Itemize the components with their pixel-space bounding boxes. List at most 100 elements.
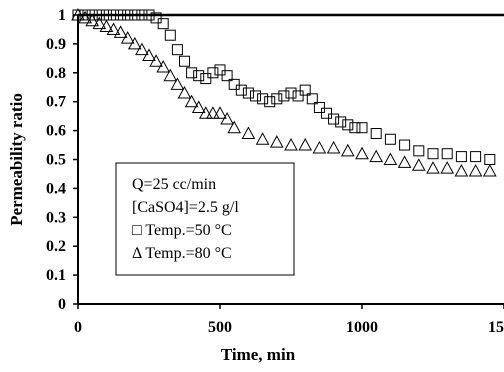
triangle-marker (106, 22, 121, 35)
series-triangle (71, 7, 497, 177)
triangle-marker (454, 164, 469, 177)
y-tick-label: 1 (58, 7, 66, 24)
triangle-marker (227, 120, 242, 134)
y-tick-label: 0.9 (46, 36, 66, 53)
square-marker (250, 90, 261, 102)
triangle-marker (213, 106, 227, 119)
triangle-marker (383, 152, 398, 165)
triangle-marker (191, 100, 206, 113)
x-tick-label: 1000 (346, 319, 378, 336)
y-tick-label: 0.1 (46, 267, 66, 284)
square-marker (235, 84, 247, 96)
triangle-marker (369, 149, 384, 163)
triangle-marker (113, 25, 128, 38)
square-marker (214, 64, 226, 76)
square-marker (179, 55, 190, 67)
square-marker (93, 9, 105, 21)
legend-line: Δ Temp.=80 °C (132, 245, 232, 262)
triangle-marker (284, 138, 298, 151)
square-marker (122, 9, 134, 21)
square-marker (242, 87, 254, 99)
y-tick-label: 0.4 (46, 180, 66, 197)
triangle-marker (340, 143, 355, 157)
square-marker (470, 151, 482, 163)
triangle-marker (177, 85, 192, 99)
triangle-marker (78, 10, 92, 24)
x-tick-label: 1500 (488, 319, 504, 336)
triangle-marker (120, 31, 135, 44)
square-marker (108, 9, 119, 21)
square-marker (441, 148, 453, 160)
square-marker (328, 113, 340, 125)
square-marker (313, 101, 325, 113)
triangle-marker (92, 16, 107, 30)
y-axis-title: Permeability ratio (7, 93, 26, 226)
square-marker (306, 93, 318, 105)
square-marker (200, 73, 212, 85)
legend-line: [CaSO4]=2.5 g/l (132, 199, 239, 216)
square-marker (164, 29, 176, 41)
square-marker (342, 119, 354, 131)
triangle-marker (99, 19, 114, 33)
triangle-marker (397, 155, 412, 168)
triangle-marker (241, 126, 256, 139)
triangle-marker (149, 54, 163, 67)
square-marker (136, 9, 148, 21)
legend-line: Q=25 cc/min (132, 176, 216, 193)
triangle-marker (163, 68, 178, 82)
square-marker (399, 139, 411, 151)
y-tick-label: 0 (58, 296, 66, 313)
square-marker (321, 107, 332, 119)
triangle-marker (184, 94, 199, 108)
triangle-marker (269, 135, 284, 148)
triangle-marker (220, 111, 234, 125)
axes: 0 0.1 0.2 0.3 0.4 0.5 0.6 0.7 0.8 0.9 1 0 500 1000 150… (46, 7, 504, 336)
y-tick-label: 0.2 (46, 238, 66, 255)
triangle-marker (355, 146, 369, 160)
triangle-marker (135, 42, 149, 56)
square-marker (79, 9, 91, 21)
y-tick-label: 0.8 (46, 65, 66, 82)
square-marker (150, 12, 162, 24)
triangle-marker (85, 13, 100, 27)
square-marker (271, 93, 283, 105)
triangle-marker (198, 106, 213, 119)
triangle-marker (71, 7, 85, 21)
triangle-marker (156, 59, 171, 73)
legend-frame (115, 162, 295, 276)
square-marker (221, 70, 233, 82)
triangle-marker (298, 138, 313, 151)
y-tick-label: 0.3 (46, 209, 66, 226)
square-marker (207, 67, 219, 79)
triangle-marker (170, 77, 185, 90)
triangle-marker (312, 140, 327, 154)
square-marker (427, 148, 439, 160)
square-marker (264, 96, 276, 108)
square-marker (349, 122, 361, 134)
triangle-marker (440, 161, 455, 174)
square-marker (413, 145, 425, 157)
legend-box: Q=25 cc/min [CaSO4]=2.5 g/l □ Temp.=50 °C Δ… (115, 162, 295, 276)
square-marker (335, 116, 347, 128)
square-marker (171, 44, 183, 56)
square-marker (186, 67, 198, 79)
square-marker (299, 84, 311, 96)
triangle-marker (326, 140, 341, 154)
triangle-marker (206, 106, 220, 119)
square-marker (193, 70, 205, 82)
triangle-marker (255, 132, 270, 145)
square-marker (285, 87, 297, 99)
square-marker (228, 78, 240, 90)
triangle-marker (426, 161, 440, 174)
square-marker (384, 133, 396, 145)
legend-line: □ Temp.=50 °C (132, 222, 232, 239)
triangle-marker (411, 158, 426, 171)
triangle-marker (127, 36, 142, 50)
square-marker (257, 93, 269, 105)
y-tick-label: 0.7 (46, 94, 66, 111)
square-marker (157, 18, 169, 30)
x-tick-label: 500 (208, 319, 232, 336)
triangle-marker (482, 164, 497, 177)
